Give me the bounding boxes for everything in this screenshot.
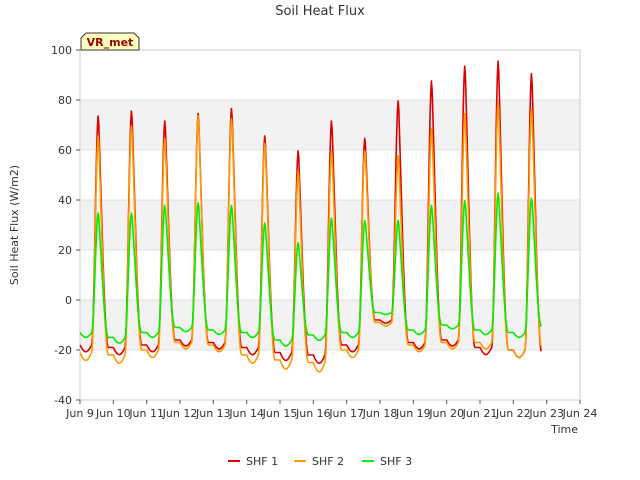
x-tick-label: Jun 17 [328,407,364,420]
series-lines [79,60,542,373]
legend-label-shf-1: SHF 1 [246,455,278,468]
shaded-band [80,300,580,350]
x-tick-label: Jun 13 [195,407,231,420]
y-tick-label: -20 [54,344,72,357]
annotation-box: VR_met [80,32,140,51]
y-axis-label: Soil Heat Flux (W/m2) [8,165,21,285]
series-line-shf-3 [79,192,542,347]
x-tick-label: Jun 14 [228,407,264,420]
x-axis-label: Time [550,423,578,436]
y-tick-label: 0 [65,294,72,307]
annotation-text: VR_met [87,36,134,49]
y-tick-label: -40 [54,394,72,407]
legend-label-shf-2: SHF 2 [312,455,344,468]
legend-label-shf-3: SHF 3 [380,455,412,468]
x-tick-label: Jun 12 [162,407,198,420]
x-tick-label: Jun 10 [95,407,131,420]
y-axis-ticks: -40 -20 0 20 40 60 80 100 [51,44,80,407]
x-tick-label: Jun 24 [562,407,598,420]
x-tick-label: Jun 15 [262,407,298,420]
legend: SHF 1 SHF 2 SHF 3 [228,455,412,468]
y-tick-label: 20 [58,244,72,257]
chart-title: Soil Heat Flux [275,4,365,19]
x-tick-label: Jun 18 [362,407,398,420]
series-line-shf-1 [79,60,542,365]
plot-area-border [79,49,581,401]
y-tick-label: 80 [58,94,72,107]
y-tick-label: 100 [51,44,72,57]
y-tick-label: 40 [58,194,72,207]
y-tick-label: 60 [58,144,72,157]
x-tick-label: Jun 20 [428,407,464,420]
x-tick-label: Jun 19 [395,407,431,420]
x-tick-label: Jun 16 [295,407,331,420]
x-tick-label: Jun 22 [495,407,531,420]
annotation-box-shape [80,32,140,51]
series-line-shf-2 [79,100,542,373]
x-tick-label: Jun 23 [528,407,564,420]
x-tick-label: Jun 11 [128,407,164,420]
x-tick-label: Jun 21 [462,407,498,420]
x-tick-label: Jun 9 [65,407,94,420]
